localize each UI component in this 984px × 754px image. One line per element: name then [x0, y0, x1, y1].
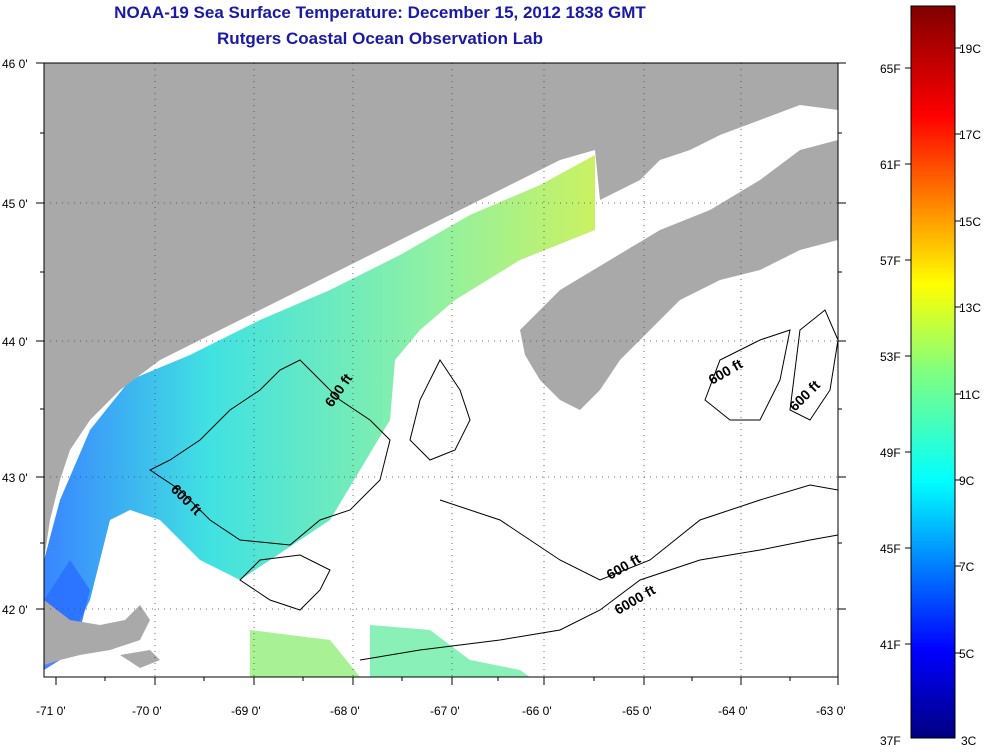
- colorbar-f-label: 53F: [880, 350, 901, 364]
- lon-label: -71 0': [36, 704, 66, 718]
- colorbar-f-label: 61F: [880, 158, 901, 172]
- land-cape-cod: [44, 600, 150, 665]
- colorbar-f-label: 45F: [880, 542, 901, 556]
- colorbar-f-label: 65F: [880, 62, 901, 76]
- lat-label: 46 0': [2, 57, 28, 71]
- land-island: [120, 650, 160, 668]
- colorbar-f-label: 37F: [880, 734, 901, 748]
- colorbar-c-label: 17C: [959, 128, 981, 142]
- colorbar-c-label: 11C: [959, 388, 980, 402]
- land-nova-scotia: [520, 140, 838, 410]
- lon-label: -68 0': [330, 704, 360, 718]
- sst-patch-south2: [370, 625, 530, 677]
- map-title: NOAA-19 Sea Surface Temperature: Decembe…: [114, 3, 646, 22]
- axis-ticks: [36, 62, 846, 685]
- sst-swath: [44, 155, 595, 660]
- colorbar-f-label: 49F: [880, 446, 901, 460]
- lon-label: -63 0': [816, 704, 846, 718]
- lat-label: 43 0': [2, 471, 28, 485]
- lon-label: -65 0': [622, 704, 652, 718]
- colorbar-c-label: 15C: [959, 215, 981, 229]
- lon-label: -67 0': [430, 704, 460, 718]
- graticule: [44, 63, 838, 677]
- bathymetry-contours: [149, 309, 838, 661]
- colorbar-c-label: 7C: [959, 560, 975, 574]
- lon-label: -64 0': [718, 704, 748, 718]
- colorbar-c-label: 19C: [959, 42, 981, 56]
- land-mainland: [44, 63, 838, 560]
- lon-label: -69 0': [231, 704, 261, 718]
- map-subtitle: Rutgers Coastal Ocean Observation Lab: [217, 29, 543, 48]
- colorbar: [910, 5, 956, 739]
- colorbar-ticks: [905, 47, 961, 654]
- colorbar-c-label: 9C: [959, 474, 975, 488]
- colorbar-c-label: 3C: [961, 734, 977, 748]
- colorbar-c-label: 13C: [959, 301, 981, 315]
- lat-label: 45 0': [2, 197, 28, 211]
- colorbar-c-label: 5C: [959, 647, 975, 661]
- sst-patch-south: [250, 630, 360, 677]
- map-frame: [43, 62, 839, 678]
- lat-label: 42 0': [2, 603, 28, 617]
- colorbar-f-label: 41F: [880, 638, 901, 652]
- lat-label: 44 0': [2, 335, 28, 349]
- lon-label: -66 0': [522, 704, 552, 718]
- colorbar-f-label: 57F: [880, 254, 901, 268]
- lon-label: -70 0': [132, 704, 162, 718]
